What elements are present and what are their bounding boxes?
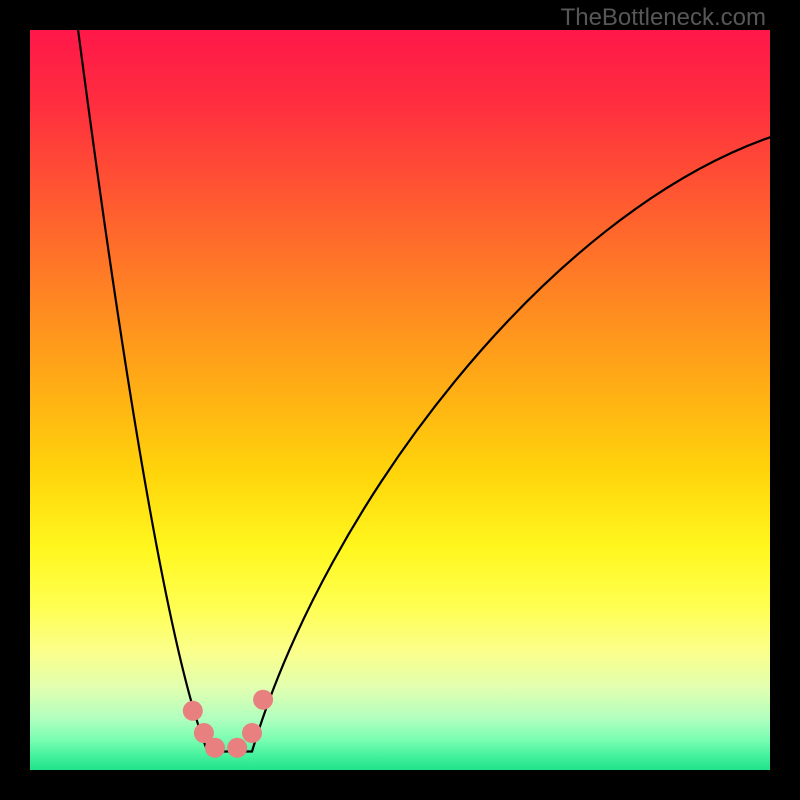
figure-root: { "figure": { "width_px": 800, "height_p… — [0, 0, 800, 800]
border-left — [0, 0, 30, 800]
gradient-background — [30, 30, 770, 770]
watermark-text: TheBottleneck.com — [561, 4, 766, 32]
marker-dot — [253, 690, 273, 710]
marker-dot — [183, 701, 203, 721]
marker-dot — [242, 723, 262, 743]
border-right — [770, 0, 800, 800]
plot-area — [30, 30, 770, 770]
marker-dot — [227, 738, 247, 758]
border-bottom — [0, 770, 800, 800]
marker-dot — [205, 738, 225, 758]
plot-svg — [30, 30, 770, 770]
